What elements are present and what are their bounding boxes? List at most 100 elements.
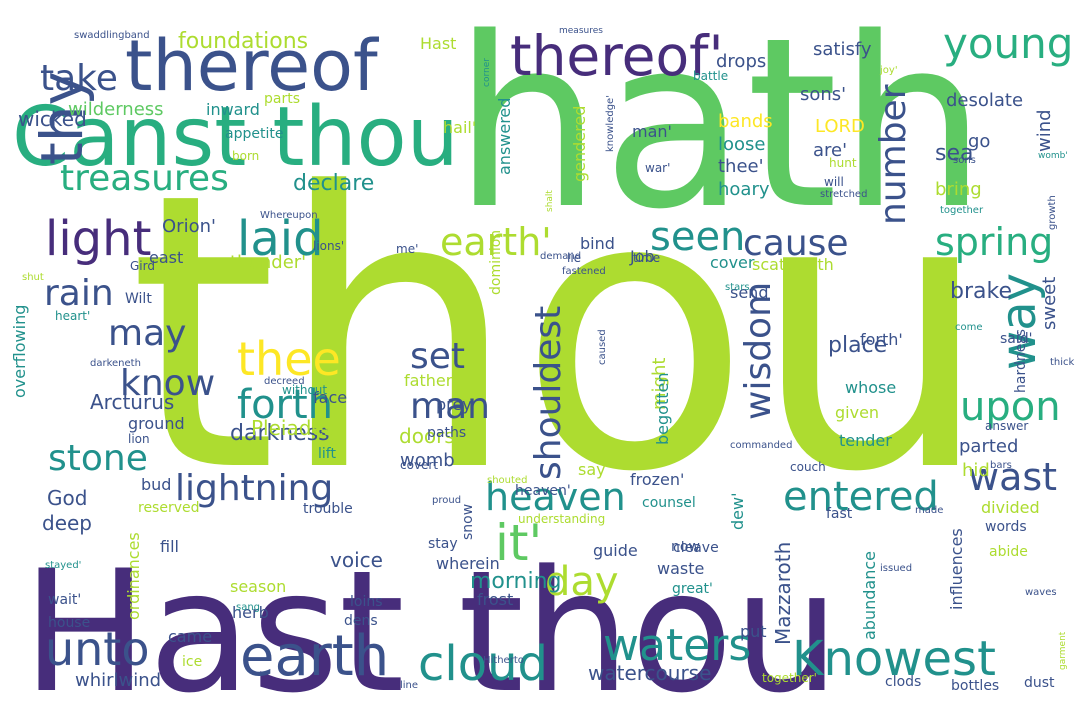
- word-wicked: wicked: [18, 107, 87, 131]
- word-whereupon: Whereupon: [260, 210, 318, 221]
- word-lift: lift: [318, 446, 336, 462]
- word-thick: thick: [1050, 357, 1075, 368]
- word-wind: wind: [1034, 109, 1055, 152]
- word-abide: abide: [989, 544, 1028, 560]
- word-hast-thou: Hast thou: [22, 534, 840, 720]
- word-laid: laid: [237, 211, 324, 267]
- word-will: will: [824, 175, 844, 189]
- word-scattereth: scattereth: [752, 255, 834, 274]
- word-are: are': [813, 140, 847, 161]
- word-issued: issued: [880, 563, 912, 574]
- word-divided: divided: [981, 498, 1040, 517]
- word-hunt: hunt: [829, 156, 857, 170]
- word-covert: covert: [400, 458, 438, 472]
- word-orion: Orion': [162, 216, 216, 237]
- word-hardness: hardness: [1013, 329, 1029, 393]
- word-me: me': [396, 242, 418, 256]
- word-ice: ice: [182, 654, 202, 670]
- word-caused: caused: [597, 329, 608, 365]
- word-set: set: [410, 336, 465, 377]
- word-whose: whose: [845, 378, 896, 397]
- word-it: it': [495, 514, 542, 572]
- word-fast: fast: [826, 506, 853, 522]
- word-sea: sea: [935, 141, 973, 166]
- word-appetite: appetite: [225, 126, 283, 142]
- word-knowledge: knowledge': [605, 95, 616, 152]
- word-loins: loins: [350, 594, 383, 610]
- word-entered: entered: [783, 474, 939, 520]
- word-tender: tender: [839, 431, 892, 450]
- word-cause: cause: [743, 223, 849, 264]
- word-trouble: trouble: [303, 501, 353, 517]
- word-sang: sang: [236, 602, 260, 613]
- word-wast: wast: [968, 455, 1057, 499]
- word-put: put: [740, 622, 767, 641]
- word-light: light: [45, 211, 151, 267]
- word-watercourse: watercourse: [588, 661, 711, 685]
- word-begotten: begotten: [653, 373, 672, 445]
- word-answer: answer: [985, 419, 1028, 433]
- word-young: young: [943, 19, 1073, 68]
- word-earth: earth': [440, 220, 552, 264]
- word-battle: battle: [693, 69, 728, 83]
- word-bud: bud: [141, 475, 171, 494]
- word-season: season: [230, 577, 286, 596]
- word-great: great': [672, 581, 713, 597]
- word-sons: sons: [953, 155, 976, 166]
- word-unto: unto: [45, 622, 150, 676]
- word-swaddlingband: swaddlingband: [74, 30, 150, 41]
- word-time: time: [633, 251, 660, 265]
- word-clods: clods: [885, 674, 921, 690]
- word-spring: spring: [935, 220, 1053, 264]
- word-satisfy: satisfy: [813, 39, 872, 60]
- word-understanding: understanding: [518, 512, 605, 526]
- word-paths: paths: [427, 425, 466, 441]
- word-gendered: gendered: [570, 106, 589, 182]
- word-way: way: [991, 273, 1047, 370]
- word-go: go: [968, 131, 990, 152]
- word-deep: deep: [42, 511, 92, 535]
- word-take: take: [40, 58, 118, 99]
- word-brake: brake: [950, 279, 1012, 304]
- word-fastened: fastened: [562, 266, 606, 277]
- word-given: given: [835, 403, 879, 422]
- word-hoary: hoary: [718, 179, 770, 200]
- word-declare: declare: [293, 171, 374, 196]
- word-knowest: Knowest: [792, 631, 996, 687]
- word-loose: loose: [718, 134, 765, 155]
- word-bands: bands: [718, 111, 773, 132]
- word-forth: forth': [860, 330, 903, 349]
- word-heaven: heaven': [515, 483, 571, 499]
- word-cloud: cloud: [418, 636, 548, 692]
- word-wilderness: wilderness: [68, 99, 164, 120]
- word-abundance: abundance: [860, 551, 879, 640]
- word-proud: proud: [432, 495, 461, 506]
- word-stars: stars: [725, 282, 750, 293]
- word-darkeneth: darkeneth: [90, 358, 141, 369]
- word-say: say: [578, 460, 606, 479]
- word-earth: earth: [240, 624, 389, 689]
- word-east: east: [149, 248, 183, 267]
- word-send: send: [730, 283, 768, 302]
- word-measures: measures: [559, 26, 603, 36]
- word-made: made: [915, 505, 943, 516]
- word-counsel: counsel: [642, 495, 696, 511]
- word-thee: thee': [718, 156, 764, 177]
- word-hail: hail': [443, 118, 476, 137]
- word-without: without: [282, 383, 327, 397]
- word-job: Job: [629, 247, 655, 266]
- word-overflowing: overflowing: [10, 305, 29, 398]
- word-answered: answered: [495, 98, 514, 175]
- word-lie: lie: [567, 251, 581, 265]
- word-bottles: bottles: [951, 678, 999, 694]
- word-foundations: foundations: [178, 29, 308, 54]
- word-stay: stay: [428, 536, 458, 552]
- word-guide: guide: [593, 541, 638, 560]
- word-day: day: [545, 559, 619, 605]
- word-upon: upon: [960, 384, 1061, 430]
- word-line: line: [400, 680, 418, 691]
- word-forth: forth: [237, 382, 333, 428]
- word-face: face: [313, 388, 347, 407]
- word-born: born: [232, 149, 259, 163]
- word-hath: hath: [453, 0, 987, 261]
